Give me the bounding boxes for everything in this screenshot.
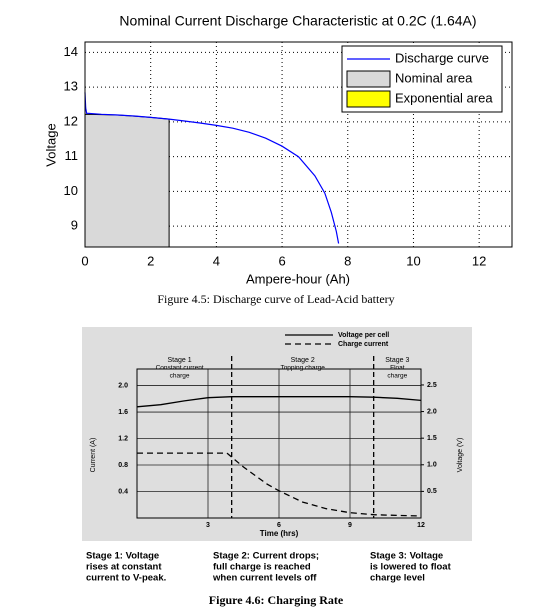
note-line: charge level [370, 573, 425, 584]
y-tick-label: 0.8 [118, 462, 128, 469]
note-line: full charge is reached [213, 562, 311, 573]
stage-description: Topping charge [280, 365, 325, 372]
line [136, 396, 422, 408]
x-tick-label: 6 [278, 253, 285, 268]
y-tick-label: 9 [71, 218, 78, 233]
y-tick-label: 1.2 [118, 435, 128, 442]
note-line: Stage 2: Current drops; [213, 551, 319, 562]
legend-swatch [346, 90, 391, 108]
y-axis-label: Voltage [43, 123, 58, 166]
x-tick-label: 12 [472, 253, 486, 268]
x-tick-label: 4 [213, 253, 220, 268]
legend-label: Voltage per cell [338, 332, 389, 339]
plot-frame [84, 41, 513, 248]
note-line: when current levels off [212, 573, 317, 584]
y2-tick-label: 1.5 [427, 435, 437, 442]
y-tick-label: 12 [64, 113, 78, 128]
stage-description: Float [390, 365, 405, 372]
y2-tick-label: 1.0 [427, 462, 437, 469]
note-line: current to V-peak. [86, 573, 166, 584]
y-tick-label: 0.4 [118, 488, 128, 495]
y2-tick-label: 2.0 [427, 408, 437, 415]
area [84, 113, 170, 248]
note-line: is lowered to float [370, 562, 452, 573]
stage-description: charge [387, 373, 407, 380]
chart: 0 2 4 6 8 10 12 9 10 11 12 13 14 Nominal Current Disc… [43, 13, 513, 306]
x-tick-label: 2 [147, 253, 154, 268]
stage-name: Stage 2 [291, 357, 315, 364]
line [84, 92, 340, 244]
x-axis-label: Ampere-hour (Ah) [246, 271, 350, 286]
x-tick-label: 10 [406, 253, 420, 268]
y2-axis-label: Voltage (V) [457, 438, 464, 473]
y2-tick-label: 0.5 [427, 488, 437, 495]
chart: 3 6 9 12 2.0 1.6 1.2 0.8 0.4 0.5 1.0 1.5 2.0 2.5 Time … [82, 327, 472, 607]
y-axis-label: Current (A) [90, 438, 97, 473]
note-line: Stage 3: Voltage [370, 551, 443, 562]
stage-description: charge [170, 373, 190, 380]
legend-label: Discharge curve [395, 50, 489, 65]
legend-swatch [346, 70, 391, 88]
y2-tick-label: 2.5 [427, 382, 437, 389]
y-tick-label: 11 [65, 148, 79, 163]
legend-label: Nominal area [395, 70, 473, 85]
note-line: Stage 1: Voltage [86, 551, 159, 562]
chart-title: Nominal Current Discharge Characteristic… [119, 13, 476, 29]
y-tick-label: 14 [64, 44, 78, 59]
stage-description: Constant current [156, 365, 204, 372]
x-tick-label: 3 [206, 522, 210, 529]
x-tick-label: 8 [344, 253, 351, 268]
x-axis-label: Time (hrs) [260, 529, 299, 538]
stage-name: Stage 1 [168, 357, 192, 364]
figure-caption: Figure 4.5: Discharge curve of Lead-Acid… [157, 292, 394, 306]
legend-label: Charge current [338, 341, 389, 348]
y-tick-label: 1.6 [118, 409, 128, 416]
x-tick-label: 6 [277, 522, 281, 529]
x-tick-label: 0 [81, 253, 88, 268]
figure-caption: Figure 4.6: Charging Rate [209, 593, 344, 607]
y-tick-label: 13 [64, 79, 78, 94]
x-tick-label: 12 [417, 522, 425, 529]
y-tick-label: 10 [64, 183, 78, 198]
y-tick-label: 2.0 [118, 382, 128, 389]
note-line: rises at constant [86, 562, 162, 573]
chart-background [82, 327, 472, 541]
legend-label: Exponential area [395, 90, 493, 105]
plot-frame [136, 368, 422, 519]
stage-name: Stage 3 [385, 357, 409, 364]
x-tick-label: 9 [348, 522, 352, 529]
